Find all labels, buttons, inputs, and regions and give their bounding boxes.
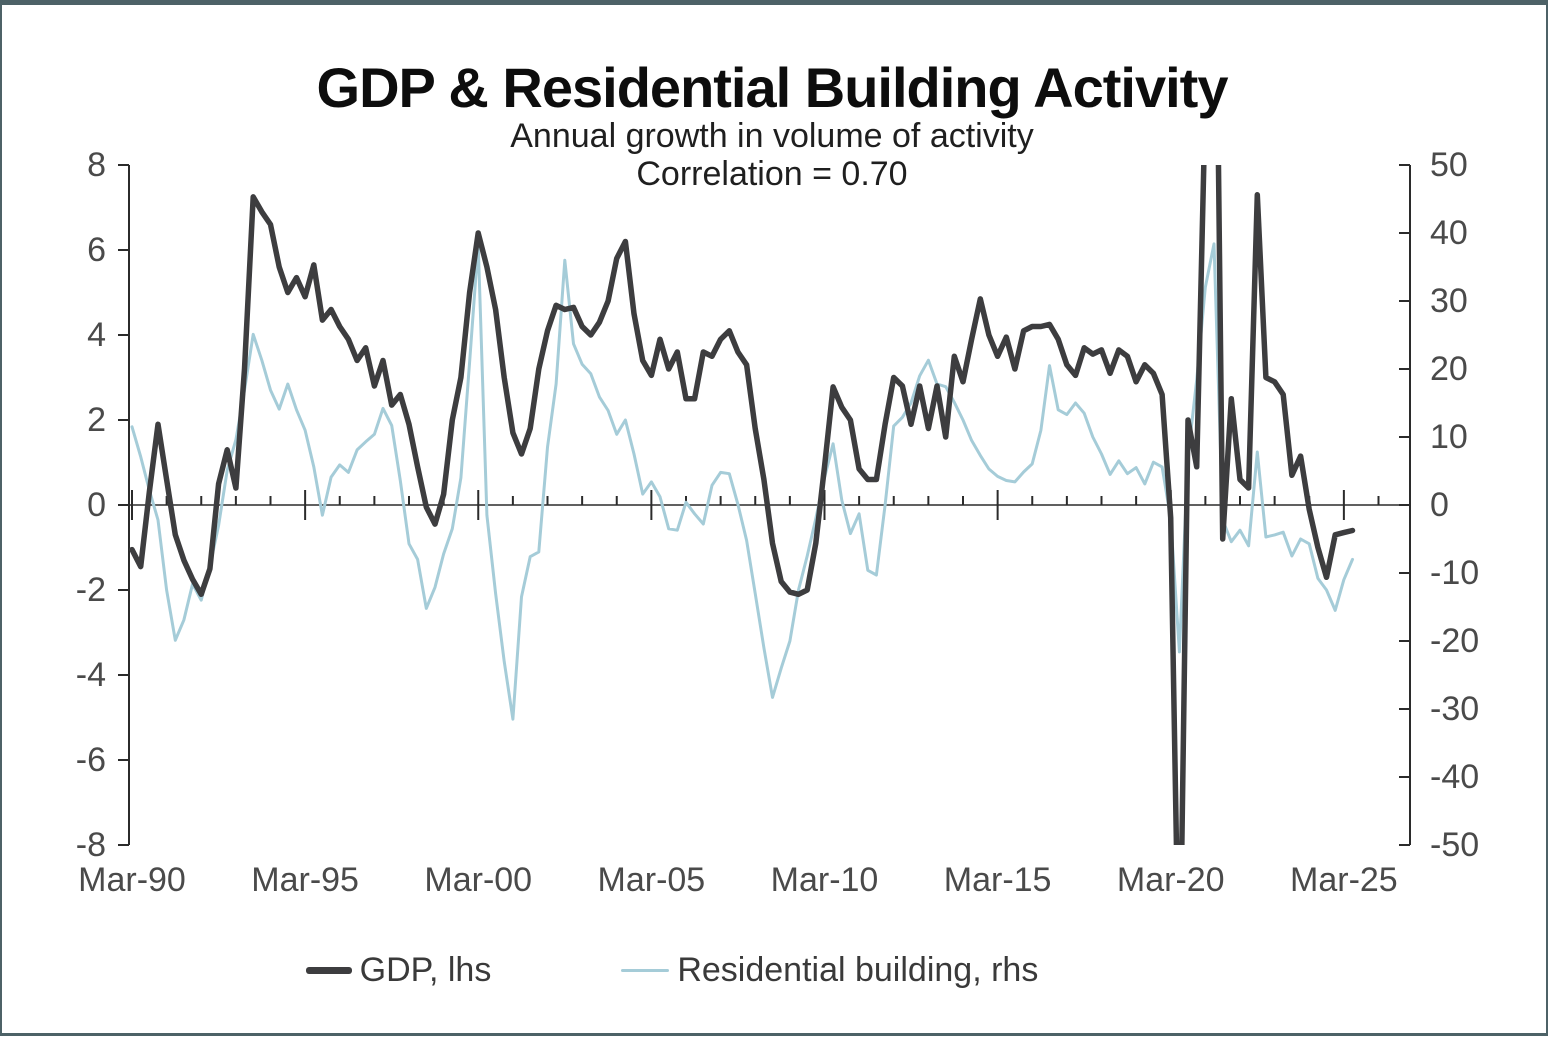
x-axis-tick-label: Mar-90 bbox=[47, 861, 217, 900]
legend: GDP, lhs Residential building, rhs bbox=[0, 951, 1442, 990]
legend-item-residential: Residential building, rhs bbox=[621, 951, 1038, 990]
x-axis-tick-label: Mar-15 bbox=[913, 861, 1083, 900]
left-axis-tick-label: -2 bbox=[36, 572, 106, 608]
left-axis-tick-label: 8 bbox=[36, 147, 106, 183]
right-axis-tick-label: 30 bbox=[1430, 283, 1520, 319]
x-axis-tick-label: Mar-20 bbox=[1086, 861, 1256, 900]
right-axis-tick-label: -50 bbox=[1430, 827, 1520, 863]
x-axis-tick-label: Mar-25 bbox=[1259, 861, 1429, 900]
left-axis-tick-label: 0 bbox=[36, 487, 106, 523]
left-axis-tick-label: -4 bbox=[36, 657, 106, 693]
residential-line-swatch bbox=[621, 969, 669, 973]
right-axis-tick-label: -30 bbox=[1430, 691, 1520, 727]
x-axis-tick-label: Mar-05 bbox=[566, 861, 736, 900]
x-axis-tick-label: Mar-95 bbox=[220, 861, 390, 900]
left-axis-tick-label: -8 bbox=[36, 827, 106, 863]
right-axis-tick-label: 50 bbox=[1430, 147, 1520, 183]
legend-label-gdp: GDP, lhs bbox=[360, 951, 492, 990]
right-axis-tick-label: 20 bbox=[1430, 351, 1520, 387]
left-axis-tick-label: 6 bbox=[36, 232, 106, 268]
legend-label-residential: Residential building, rhs bbox=[677, 951, 1038, 990]
x-axis-tick-label: Mar-10 bbox=[740, 861, 910, 900]
left-axis-tick-label: 4 bbox=[36, 317, 106, 353]
right-axis-tick-label: 10 bbox=[1430, 419, 1520, 455]
legend-item-gdp: GDP, lhs bbox=[306, 951, 492, 990]
left-axis-tick-label: 2 bbox=[36, 402, 106, 438]
right-axis-tick-label: -20 bbox=[1430, 623, 1520, 659]
right-axis-tick-label: -40 bbox=[1430, 759, 1520, 795]
right-axis-tick-label: -10 bbox=[1430, 555, 1520, 591]
gdp-line-swatch bbox=[306, 967, 352, 974]
x-axis-tick-label: Mar-00 bbox=[393, 861, 563, 900]
right-axis-tick-label: 0 bbox=[1430, 487, 1520, 523]
right-axis-tick-label: 40 bbox=[1430, 215, 1520, 251]
left-axis-tick-label: -6 bbox=[36, 742, 106, 778]
